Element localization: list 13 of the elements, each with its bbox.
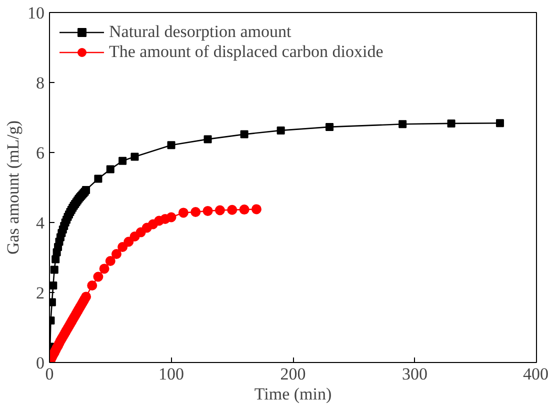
x-tick-label: 400: [523, 364, 548, 384]
x-tick-label: 100: [158, 364, 184, 384]
x-tick-label: 200: [280, 364, 306, 384]
y-tick-label: 6: [36, 144, 44, 162]
y-tick-label: 4: [36, 214, 45, 232]
legend-label: Natural desorption amount: [109, 22, 292, 42]
x-tick-label: 300: [402, 364, 428, 384]
legend-label: The amount of displaced carbon dioxide: [109, 42, 384, 62]
y-tick-label: 10: [28, 4, 44, 22]
y-tick-label: 2: [36, 284, 44, 302]
y-axis-title: Gas amount (mL/g): [4, 120, 22, 255]
x-axis-title: Time (min): [254, 384, 332, 404]
y-tick-label: 8: [36, 74, 44, 92]
